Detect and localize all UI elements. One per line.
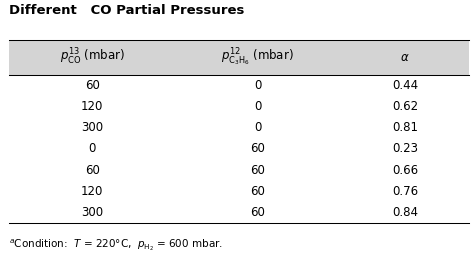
Text: 0.62: 0.62: [392, 100, 418, 113]
Text: 60: 60: [250, 142, 265, 155]
Text: 0.76: 0.76: [392, 185, 418, 198]
Text: $^{a}$Condition:  $T$ = 220°C,  $p_{\mathrm{H_2}}$ = 600 mbar.: $^{a}$Condition: $T$ = 220°C, $p_{\mathr…: [9, 237, 224, 253]
Text: 0: 0: [254, 100, 262, 113]
Text: 60: 60: [250, 185, 265, 198]
Text: 0.84: 0.84: [392, 206, 418, 219]
Text: Different   CO Partial Pressures: Different CO Partial Pressures: [9, 4, 245, 17]
Text: 60: 60: [250, 164, 265, 176]
Text: 120: 120: [81, 100, 103, 113]
Text: $p^{13}_{\mathrm{CO}}$ (mbar): $p^{13}_{\mathrm{CO}}$ (mbar): [60, 47, 125, 67]
Text: $p^{12}_{\mathrm{C_3H_6}}$ (mbar): $p^{12}_{\mathrm{C_3H_6}}$ (mbar): [221, 47, 294, 68]
Text: 300: 300: [81, 121, 103, 134]
Text: 60: 60: [85, 79, 100, 92]
Text: 0.44: 0.44: [392, 79, 418, 92]
Text: 0: 0: [254, 121, 262, 134]
Text: 0.23: 0.23: [392, 142, 418, 155]
Text: 0: 0: [89, 142, 96, 155]
Text: 120: 120: [81, 185, 103, 198]
Text: 300: 300: [81, 206, 103, 219]
Text: 0.66: 0.66: [392, 164, 418, 176]
Text: 0: 0: [254, 79, 262, 92]
Bar: [9, 40, 469, 75]
Text: 60: 60: [250, 206, 265, 219]
Text: $\alpha$: $\alpha$: [400, 51, 410, 64]
Text: 0.81: 0.81: [392, 121, 418, 134]
Text: 60: 60: [85, 164, 100, 176]
